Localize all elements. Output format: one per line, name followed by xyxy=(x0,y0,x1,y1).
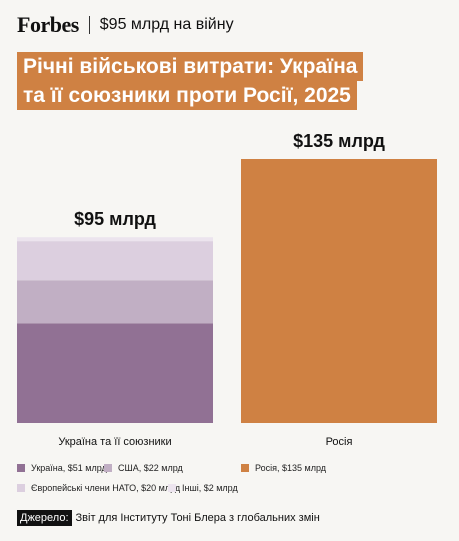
legend-swatch-ukraine xyxy=(17,464,25,472)
brand-logo: Forbes xyxy=(17,12,79,37)
legend-label-eu-nato: Європейські члени НАТО, $20 млрд xyxy=(31,483,181,493)
bar-segment-0-3 xyxy=(17,237,213,242)
header-divider xyxy=(88,16,90,34)
source-note: Джерело: Звіт для Інституту Тоні Блера з… xyxy=(17,510,320,526)
bar-segment-1-4 xyxy=(241,159,437,423)
chart-title-line-1: Річні військові витрати: Україна xyxy=(17,52,364,81)
bar-segment-0-2 xyxy=(17,241,213,281)
source-text: Звіт для Інституту Тоні Блера з глобальн… xyxy=(75,512,320,524)
category-label-0: Україна та її союзники xyxy=(58,436,171,448)
bar-segment-0-1 xyxy=(17,280,213,324)
legend-label-ukraine: Україна, $51 млрд xyxy=(31,463,107,473)
bar-total-label-0: $95 млрд xyxy=(74,209,156,229)
bar-chart: $95 млрд Україна та її союзники $135 млрд Р… xyxy=(17,131,437,448)
legend-swatch-eu-nato xyxy=(17,484,25,492)
legend-label-russia: Росія, $135 млрд xyxy=(255,463,326,473)
chart-title-line-2: та її союзники проти Росії, 2025 xyxy=(17,81,357,110)
source-label: Джерело: xyxy=(17,510,72,526)
category-label-1: Росія xyxy=(326,436,353,448)
legend-item-eu-nato: Європейські члени НАТО, $20 млрд xyxy=(17,483,180,493)
legend-item-ukraine: Україна, $51 млрд xyxy=(17,463,107,473)
legend-label-usa: США, $22 млрд xyxy=(118,463,183,473)
legend-label-other: Інші, $2 млрд xyxy=(182,483,238,493)
legend-swatch-usa xyxy=(104,464,112,472)
legend-swatch-other xyxy=(168,484,176,492)
chart-title: Річні військові витрати: Україна та її с… xyxy=(17,52,397,110)
bar-total-label-1: $135 млрд xyxy=(293,131,385,151)
legend-item-other: Інші, $2 млрд xyxy=(168,483,238,493)
legend-item-russia: Росія, $135 млрд xyxy=(241,463,326,473)
legend-swatch-russia xyxy=(241,464,249,472)
bar-segment-0-0 xyxy=(17,323,213,423)
legend-item-usa: США, $22 млрд xyxy=(104,463,183,473)
header-subtitle: $95 млрд на війну xyxy=(99,16,234,33)
header: Forbes $95 млрд на війну xyxy=(17,10,234,40)
